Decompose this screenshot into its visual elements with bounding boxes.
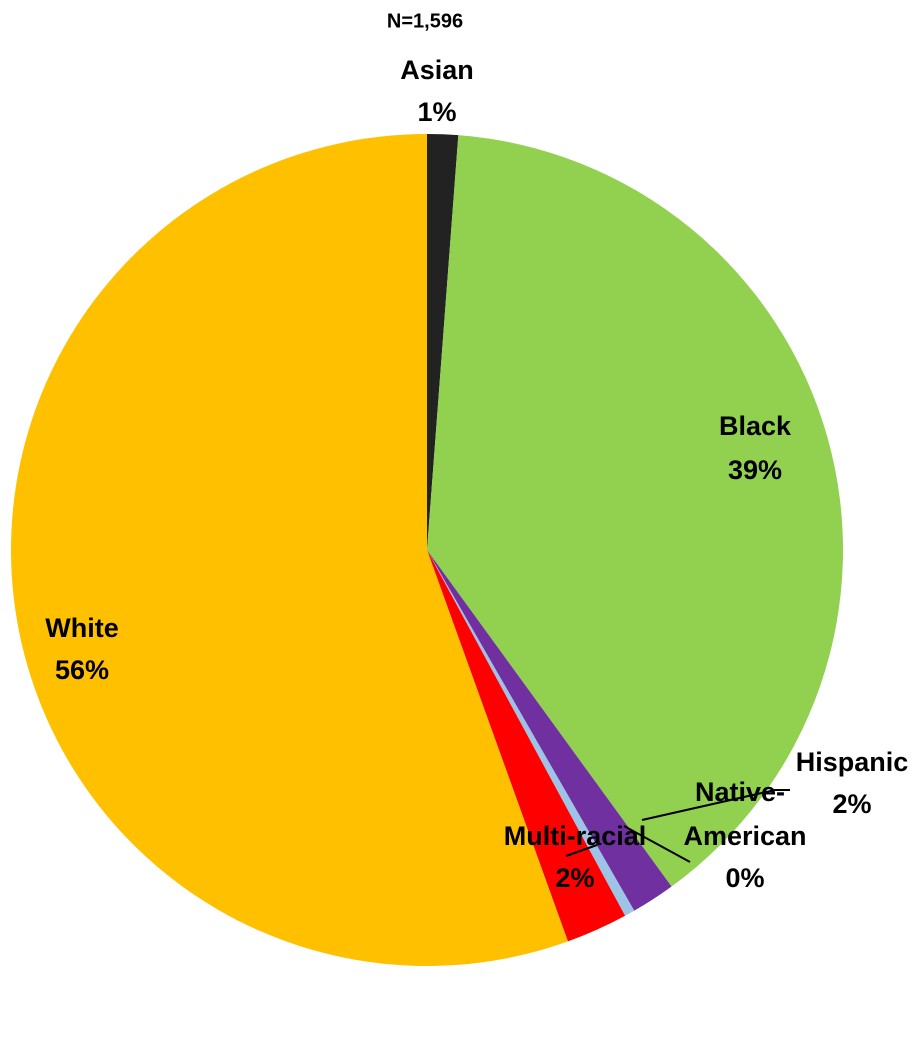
slice-label: Native-American xyxy=(683,777,806,851)
leader-lines xyxy=(565,789,790,863)
slice-value-label: 56% xyxy=(55,655,109,685)
leader-line xyxy=(623,825,691,863)
slice-value-label: 2% xyxy=(832,789,871,819)
leader-line xyxy=(641,789,790,821)
slice-label: Hispanic xyxy=(796,747,909,777)
slice-label: Asian xyxy=(400,55,474,85)
pie xyxy=(10,134,844,966)
slice-value-label: 2% xyxy=(555,863,594,893)
pie-slice xyxy=(427,550,635,916)
slice-label: Multi-racial xyxy=(504,821,647,851)
slice-label: White xyxy=(45,613,119,643)
slice-value-label: 1% xyxy=(417,97,456,127)
leader-line xyxy=(565,844,598,857)
pie-slice xyxy=(427,135,844,887)
pie-slice xyxy=(427,550,626,942)
chart-title: N=1,596 xyxy=(387,10,463,32)
slice-value-label: 39% xyxy=(728,455,782,485)
slice-label: Black xyxy=(719,411,792,441)
pie-slice xyxy=(427,550,672,911)
pie-slice xyxy=(427,134,459,550)
pie-slice xyxy=(10,134,568,966)
slice-value-label: 0% xyxy=(725,863,764,893)
